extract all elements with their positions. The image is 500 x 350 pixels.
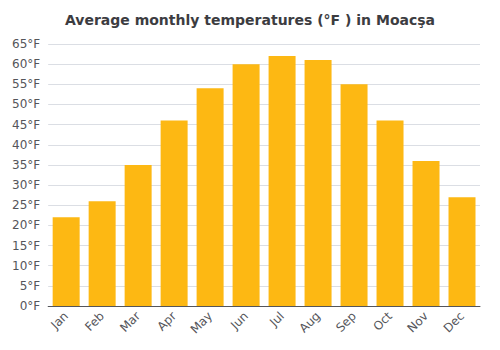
svg-text:0°F: 0°F <box>20 299 41 313</box>
svg-text:15°F: 15°F <box>12 239 40 253</box>
svg-text:65°F: 65°F <box>12 37 40 51</box>
svg-text:Average monthly temperatures (: Average monthly temperatures (°F ) in Mo… <box>65 12 435 28</box>
svg-text:10°F: 10°F <box>12 259 40 273</box>
svg-text:55°F: 55°F <box>12 77 40 91</box>
svg-text:May: May <box>188 309 215 336</box>
svg-text:60°F: 60°F <box>12 57 40 71</box>
svg-text:Nov: Nov <box>405 309 431 335</box>
svg-text:Aug: Aug <box>297 309 323 335</box>
svg-text:35°F: 35°F <box>12 158 40 172</box>
svg-text:40°F: 40°F <box>12 138 40 152</box>
svg-text:Apr: Apr <box>155 309 180 334</box>
svg-text:Jul: Jul <box>266 309 287 330</box>
svg-text:Mar: Mar <box>117 309 143 335</box>
svg-text:30°F: 30°F <box>12 178 40 192</box>
svg-text:Oct: Oct <box>370 309 395 334</box>
svg-text:5°F: 5°F <box>20 279 41 293</box>
svg-text:25°F: 25°F <box>12 198 40 212</box>
svg-text:Sep: Sep <box>333 309 359 335</box>
svg-text:Jun: Jun <box>227 309 251 333</box>
svg-text:Jan: Jan <box>47 309 71 333</box>
svg-text:20°F: 20°F <box>12 218 40 232</box>
svg-text:45°F: 45°F <box>12 118 40 132</box>
svg-text:Dec: Dec <box>441 309 467 335</box>
svg-text:Feb: Feb <box>82 309 107 334</box>
svg-text:50°F: 50°F <box>12 97 40 111</box>
